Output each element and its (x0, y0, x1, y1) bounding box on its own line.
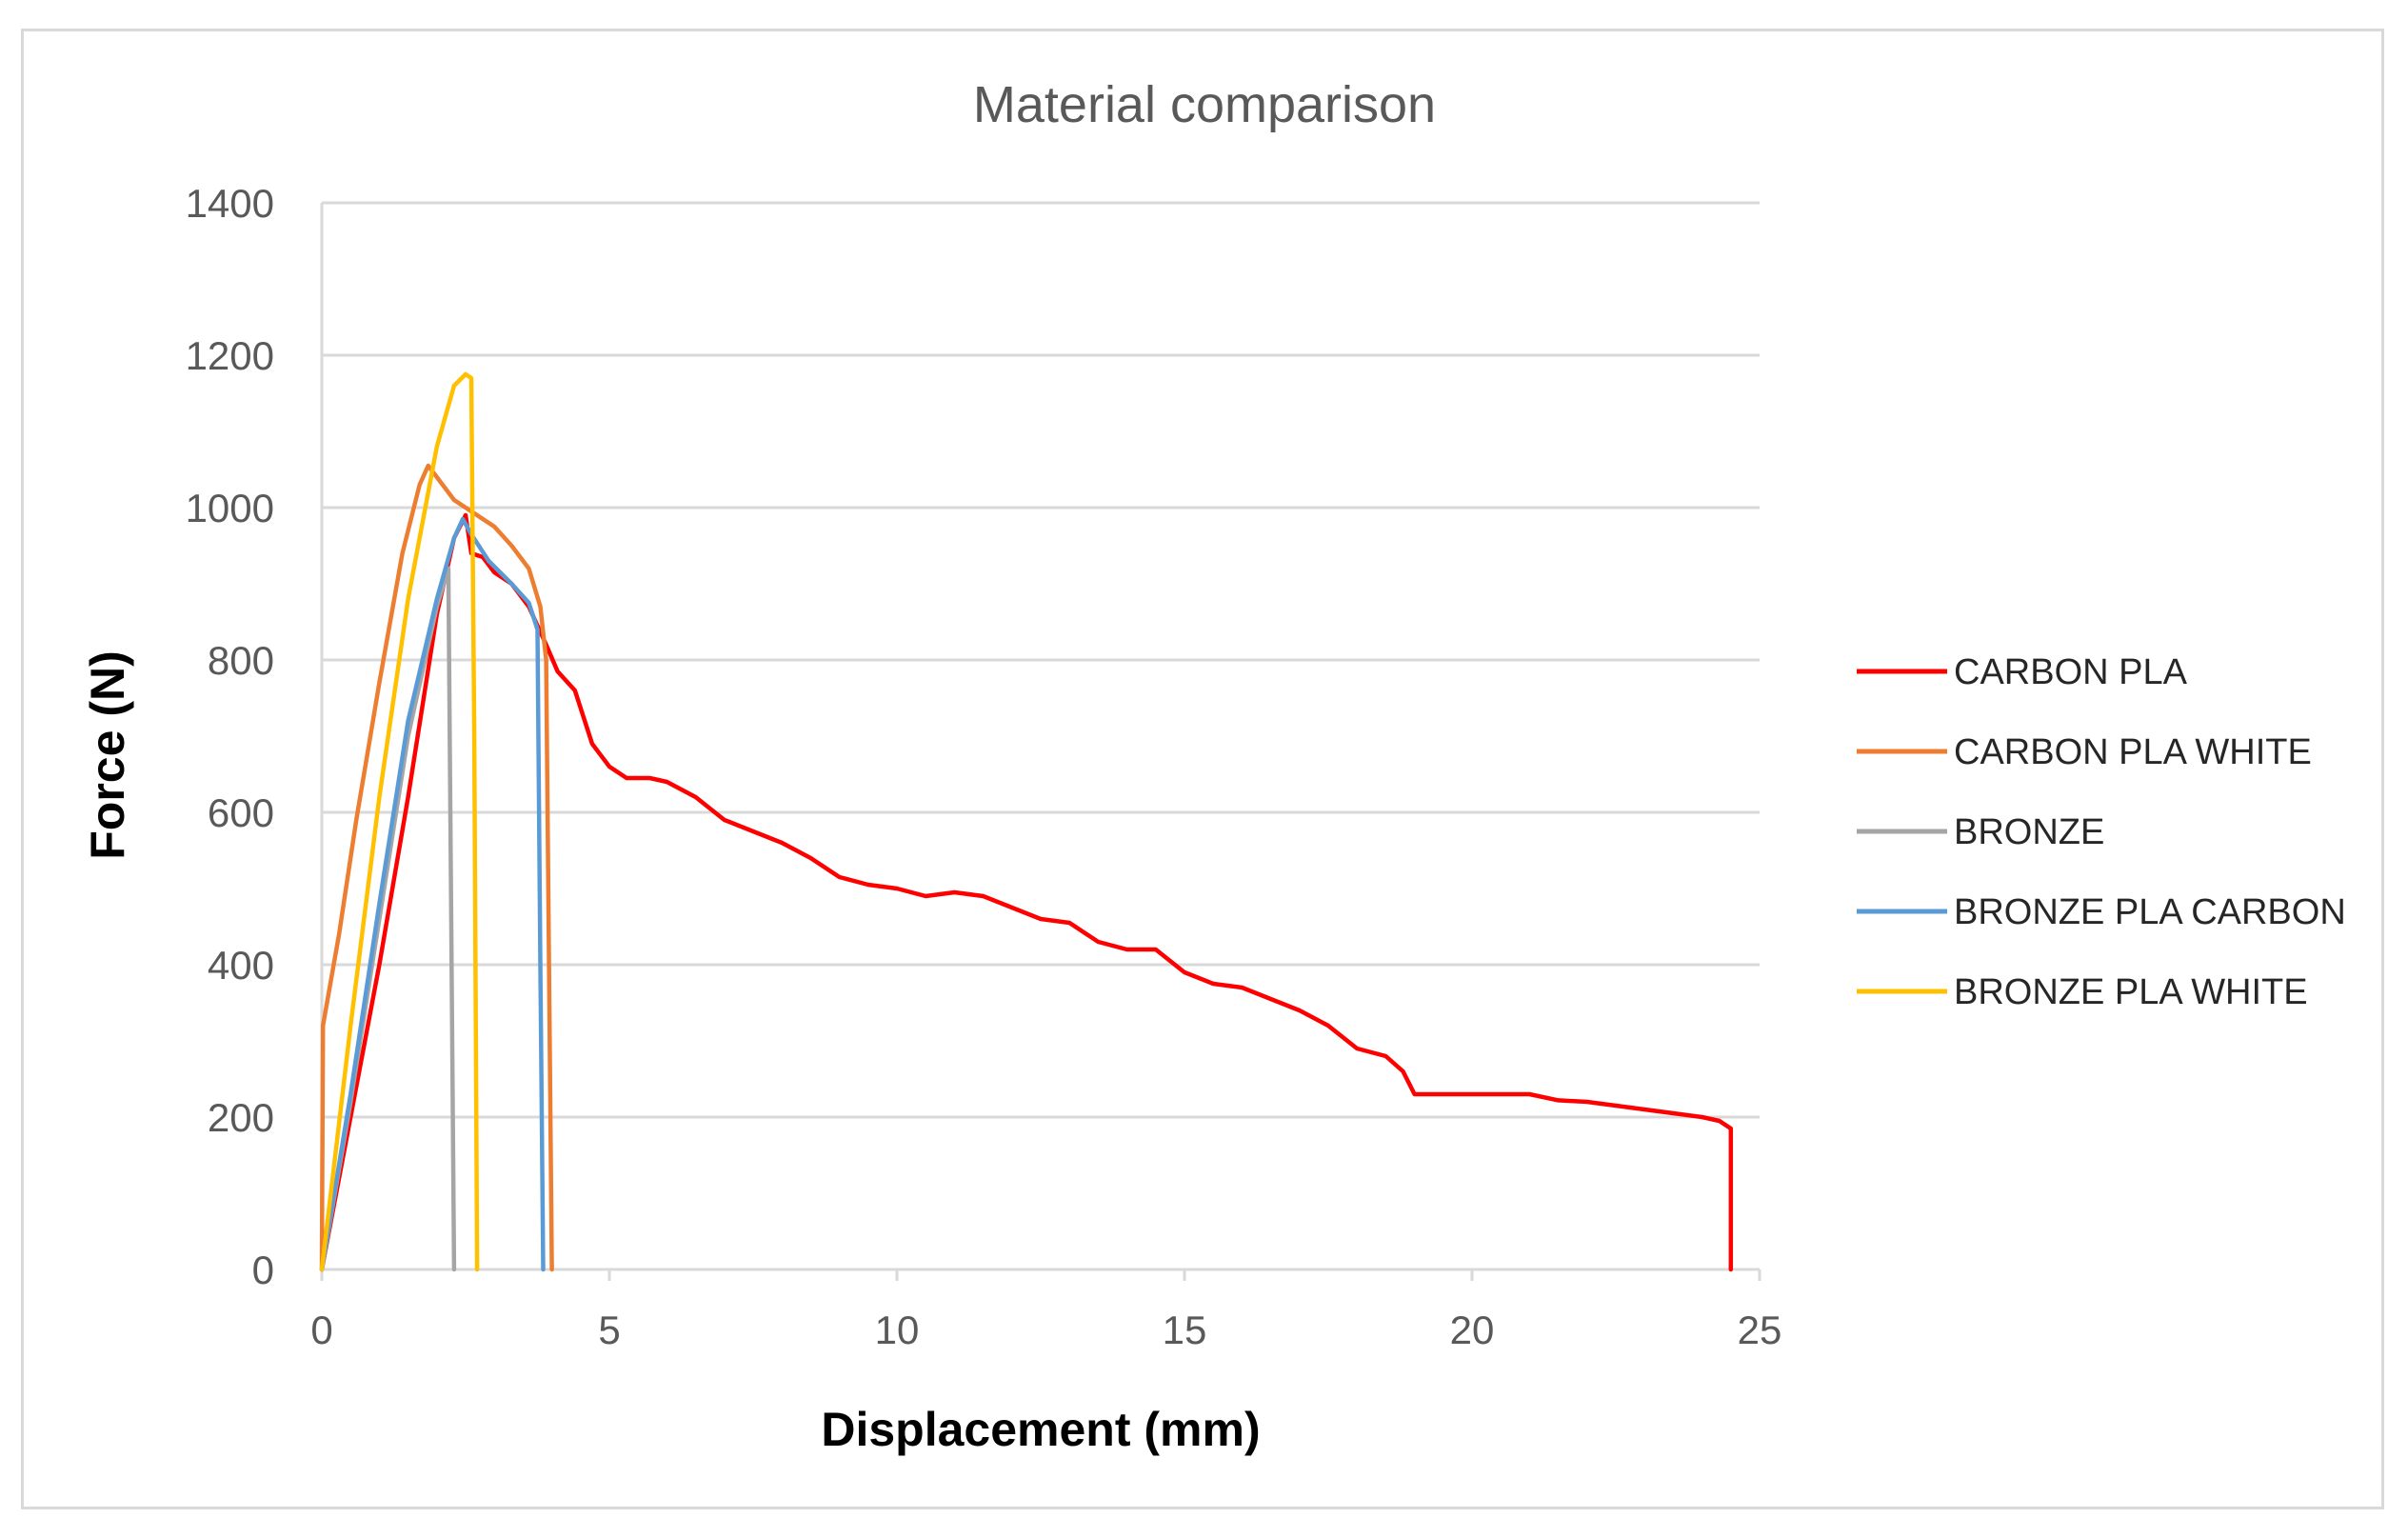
legend-label: CARBON PLA (1954, 652, 2188, 692)
series-line-bronze-pla-white (319, 371, 480, 1272)
chart-title: Material comparison (973, 76, 1436, 133)
series-line-bronze-pla-carbon (319, 516, 546, 1272)
legend: CARBON PLA CARBON PLA WHITE BRONZE BRONZE P… (1857, 652, 2346, 1012)
legend-label: BRONZE PLA CARBON (1954, 892, 2346, 932)
legend-label: BRONZE (1954, 812, 2104, 852)
legend-label: CARBON PLA WHITE (1954, 732, 2312, 772)
x-axis-title: Displacement (mm) (821, 1403, 1260, 1456)
x-tick-label: 5 (598, 1308, 620, 1352)
y-tick-label: 1400 (186, 181, 274, 226)
x-tick-label: 20 (1450, 1308, 1495, 1352)
y-tick-label: 0 (252, 1248, 274, 1292)
y-tick-label: 1000 (186, 486, 274, 530)
x-tick-label: 15 (1163, 1308, 1207, 1352)
x-tick-label: 0 (310, 1308, 332, 1352)
legend-label: BRONZE PLA WHITE (1954, 972, 2308, 1012)
chart-frame: 0 5 10 15 20 25 0 200 400 600 800 1000 1200 1400 CAR… (21, 29, 2384, 1509)
y-tick-label: 400 (208, 943, 274, 988)
y-tick-label: 600 (208, 790, 274, 835)
gridlines (322, 201, 1760, 1119)
y-axis-ticks: 0 200 400 600 800 1000 1200 1400 (186, 181, 274, 1292)
y-tick-label: 800 (208, 638, 274, 683)
line-chart: 0 5 10 15 20 25 0 200 400 600 800 1000 1200 1400 CAR… (81, 76, 2346, 1456)
y-axis-title: Force (N) (81, 650, 134, 859)
x-tick-label: 10 (875, 1308, 920, 1352)
series-line-carbon-pla-white (319, 463, 554, 1272)
y-tick-label: 200 (208, 1095, 274, 1140)
series-lines (319, 371, 1734, 1272)
series-line-carbon-pla (319, 512, 1734, 1272)
x-axis-ticks: 0 5 10 15 20 25 (310, 1269, 1781, 1352)
x-tick-label: 25 (1738, 1308, 1782, 1352)
y-tick-label: 1200 (186, 333, 274, 378)
